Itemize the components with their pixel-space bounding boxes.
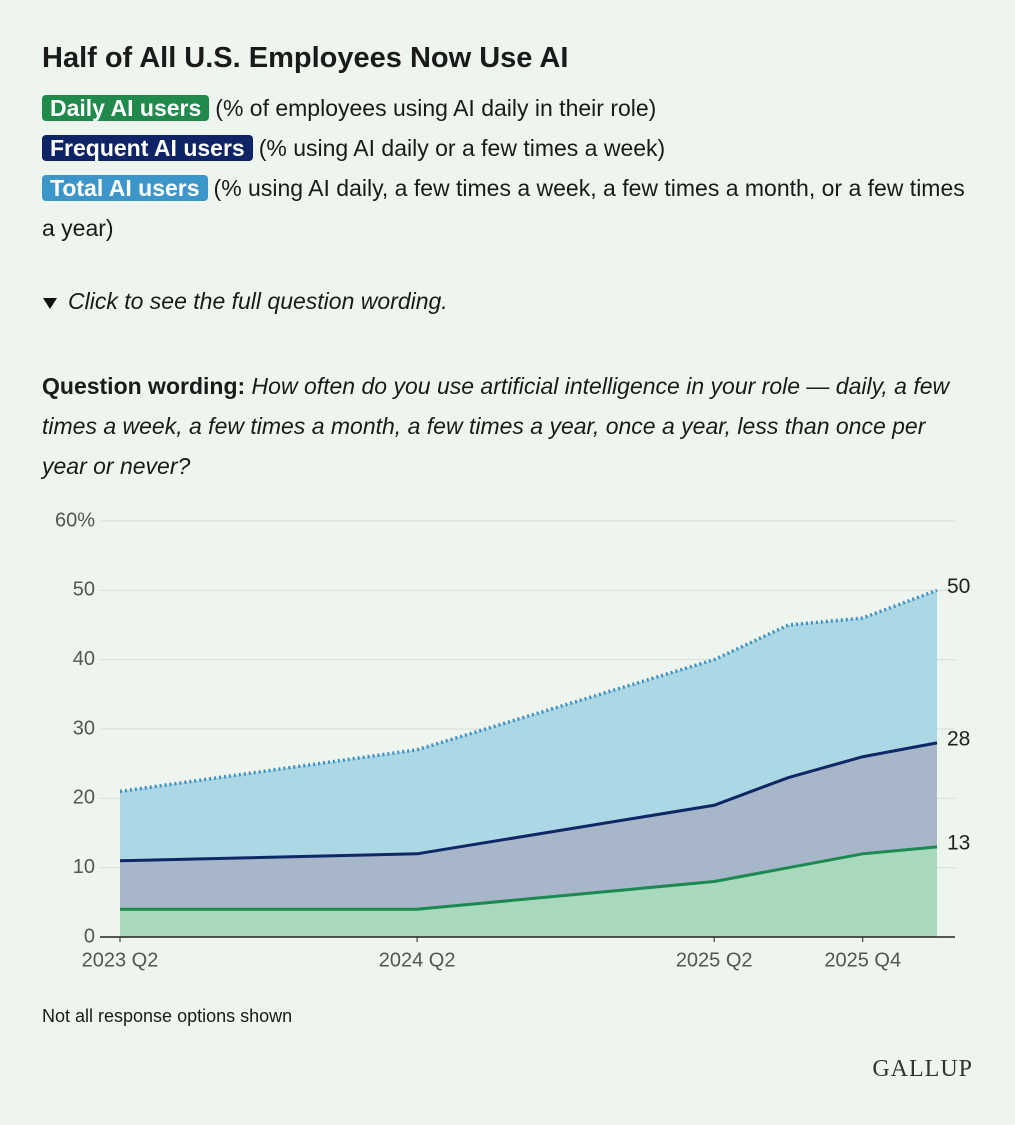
toggle-text[interactable]: Click to see the full question wording. xyxy=(68,288,448,314)
y-tick-label: 60% xyxy=(55,509,95,531)
line xyxy=(120,845,938,911)
y-tick-label: 50 xyxy=(73,579,95,601)
y-tick-label: 0 xyxy=(84,925,95,947)
toggle-icon xyxy=(43,297,57,309)
legend-description: (% using AI daily or a few times a week) xyxy=(258,135,666,161)
legend-description: (% using AI daily, a few times a week, a… xyxy=(42,175,965,241)
x-tick-label: 2023 Q2 xyxy=(82,949,159,971)
question: Question wording: How often do you use a… xyxy=(42,366,972,486)
question-label: Question wording: xyxy=(42,373,246,399)
data-label: 28 xyxy=(947,727,970,750)
area xyxy=(120,846,937,937)
x-tick-label: 2024 Q2 xyxy=(379,949,456,971)
y-tick-label: 20 xyxy=(73,787,95,809)
legend-item: Daily AI users (% of employees using AI d… xyxy=(42,88,972,128)
title: Half of All U.S. Employees Now Use AI xyxy=(42,42,569,74)
chart: 0 10 20 30 40 50 60% 50 28 13 2023 Q2 2024 Q2 2025 Q… xyxy=(55,509,970,971)
x-tick-label: 2025 Q2 xyxy=(676,949,753,971)
legend-description: (% of employees using AI daily in their … xyxy=(215,95,657,121)
y-tick-label: 30 xyxy=(73,717,95,739)
brand: GALLUP xyxy=(872,1056,973,1082)
x-tick-label: 2025 Q4 xyxy=(824,949,901,971)
data-label: 50 xyxy=(947,575,970,598)
y-tick-label: 10 xyxy=(73,856,95,878)
legend-label: Frequent AI users xyxy=(42,135,253,161)
legend: Daily AI users (% of employees using AI d… xyxy=(42,88,972,248)
question-text: How often do you use artificial intellig… xyxy=(42,373,950,479)
legend-item: Total AI users (% using AI daily, a few t… xyxy=(42,168,972,248)
legend-label: Daily AI users xyxy=(42,95,210,121)
legend-item: Frequent AI users (% using AI daily or a … xyxy=(42,128,972,168)
footnote: Not all response options shown xyxy=(42,1006,293,1026)
line xyxy=(119,588,938,794)
legend-label: Total AI users xyxy=(42,175,208,201)
y-tick-label: 40 xyxy=(73,648,95,670)
line xyxy=(119,741,938,863)
question-toggle[interactable]: Click to see the full question wording. xyxy=(42,288,448,315)
data-label: 13 xyxy=(947,831,970,854)
